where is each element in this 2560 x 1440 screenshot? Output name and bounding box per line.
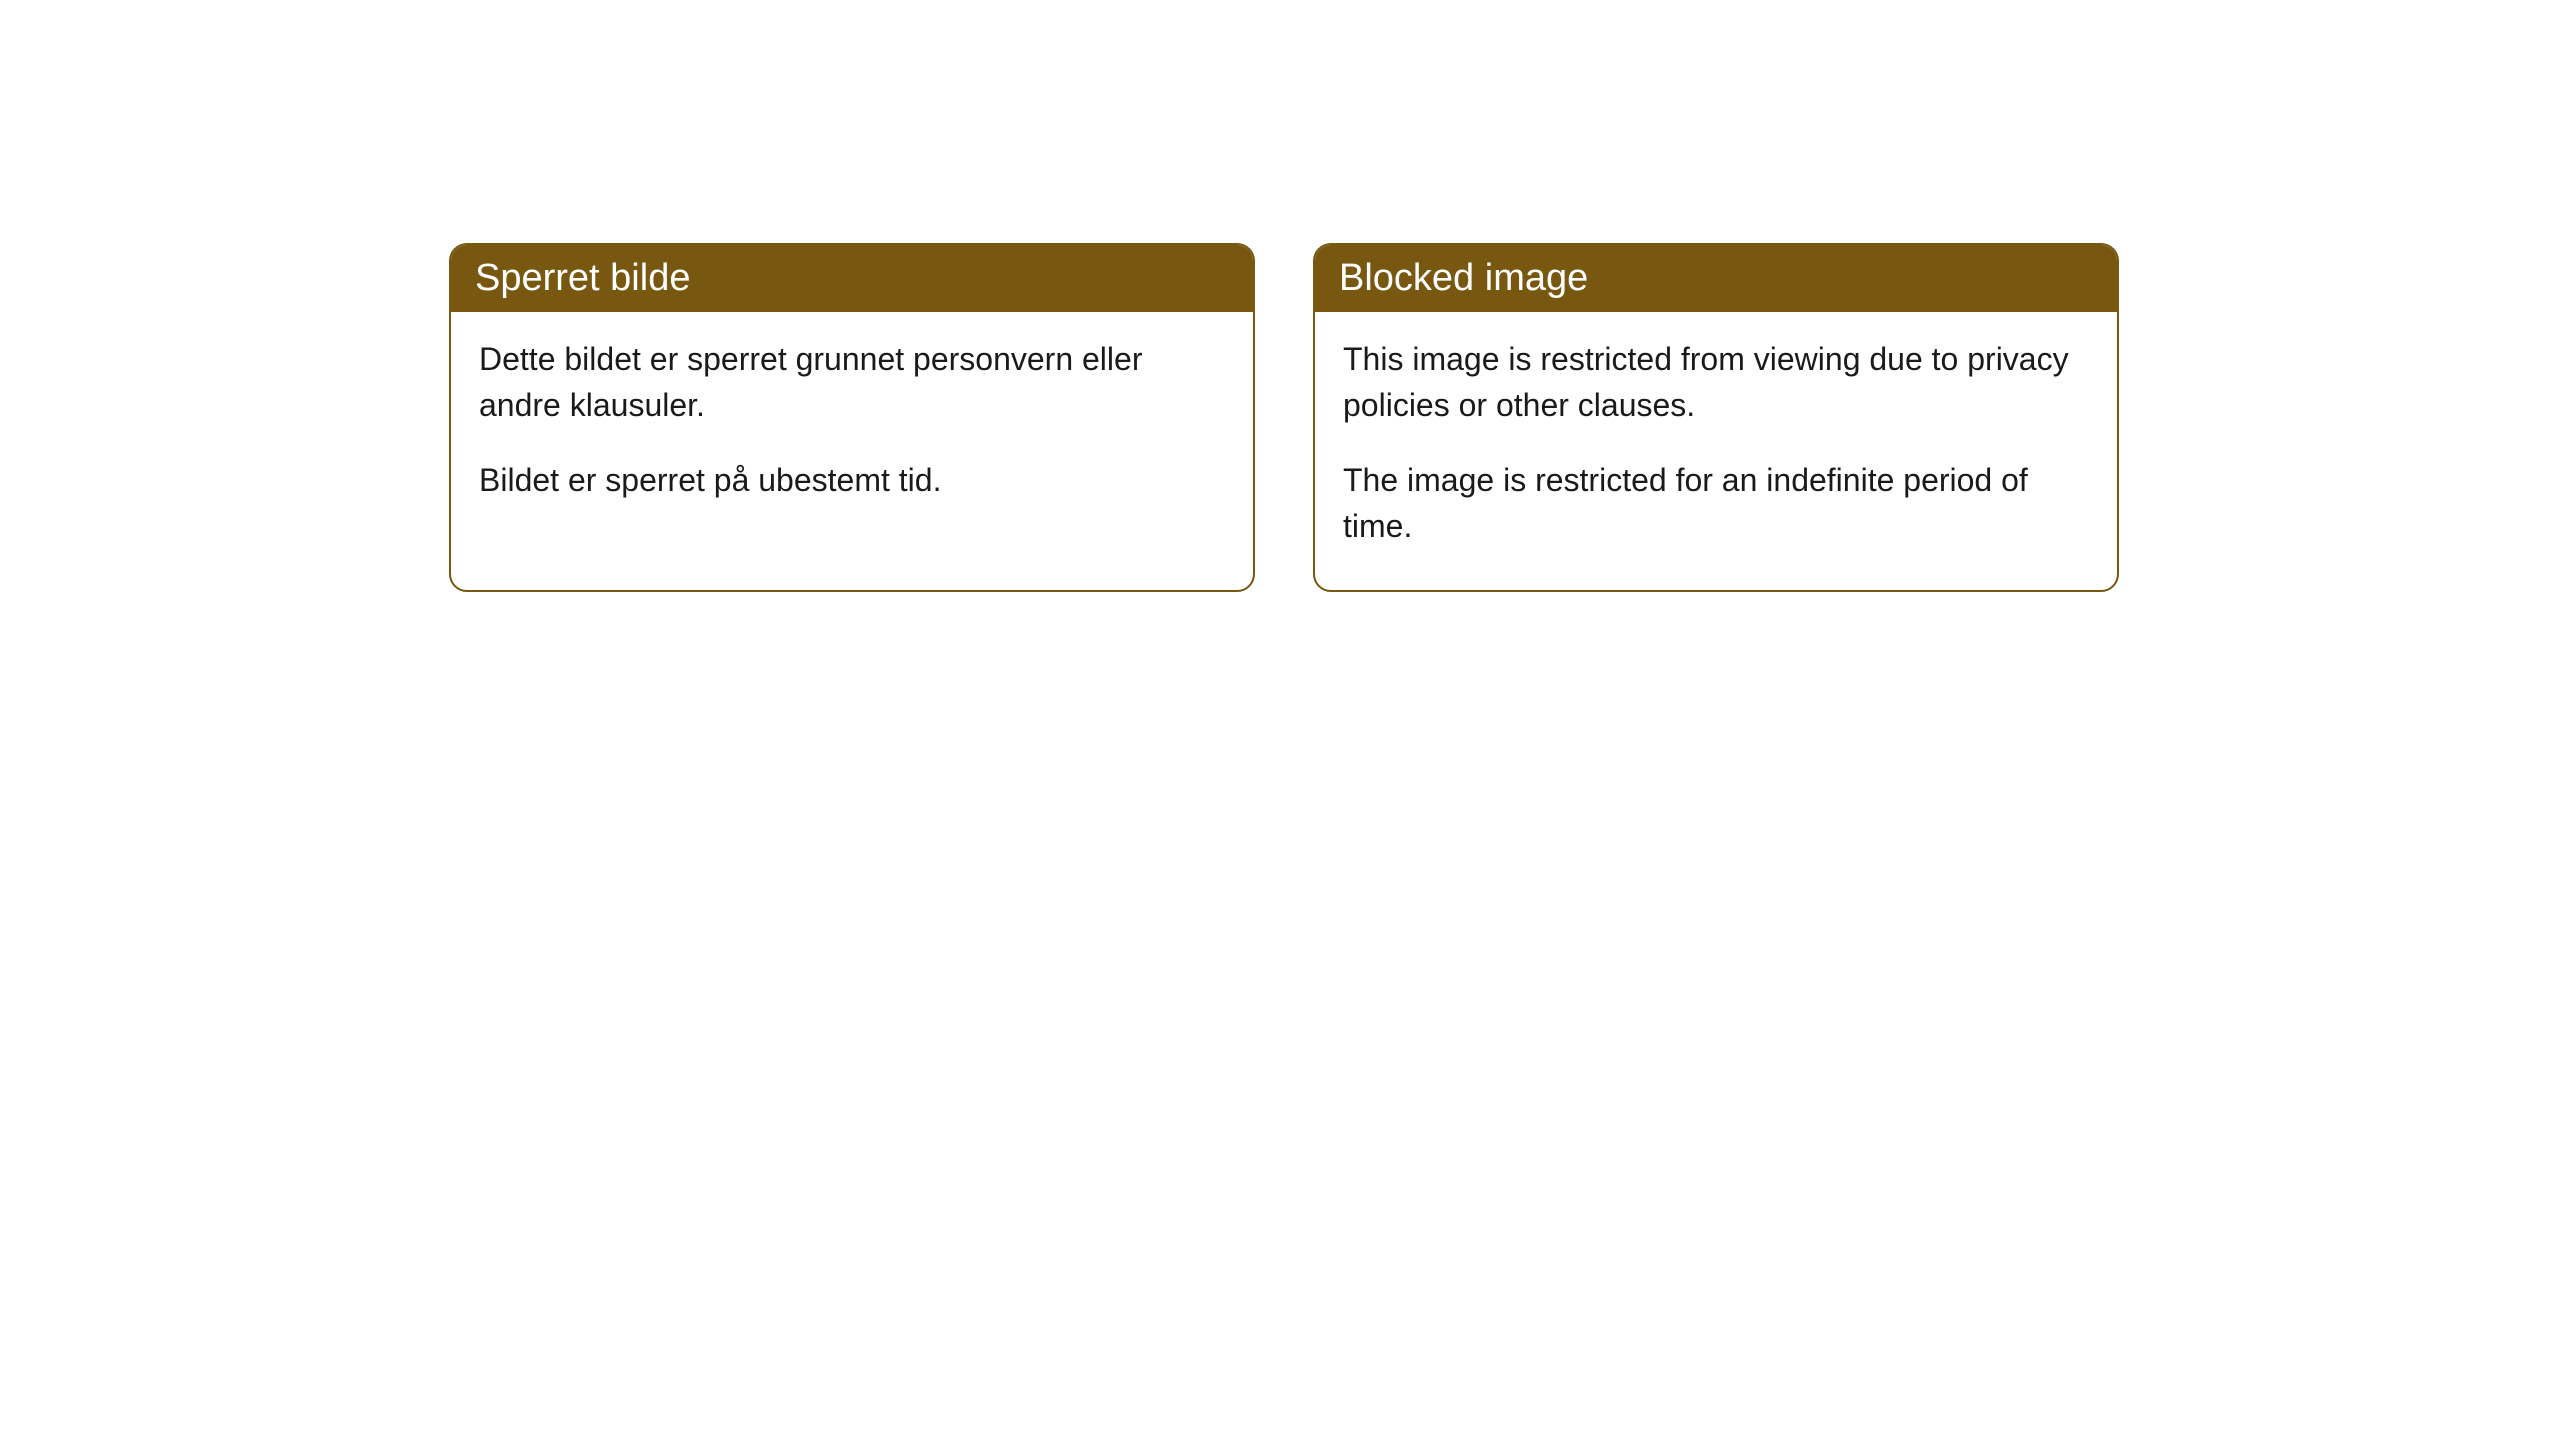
restricted-card-english: Blocked image This image is restricted f…	[1313, 243, 2119, 592]
card-title: Sperret bilde	[475, 257, 690, 299]
card-paragraph: The image is restricted for an indefinit…	[1343, 457, 2089, 550]
card-body: Dette bildet er sperret grunnet personve…	[451, 312, 1253, 543]
restricted-card-norwegian: Sperret bilde Dette bildet er sperret gr…	[449, 243, 1255, 592]
card-title: Blocked image	[1339, 257, 1588, 299]
card-paragraph: Dette bildet er sperret grunnet personve…	[479, 336, 1225, 429]
card-header: Blocked image	[1315, 245, 2117, 312]
card-container: Sperret bilde Dette bildet er sperret gr…	[0, 0, 2560, 592]
card-paragraph: Bildet er sperret på ubestemt tid.	[479, 457, 1225, 503]
card-body: This image is restricted from viewing du…	[1315, 312, 2117, 590]
card-paragraph: This image is restricted from viewing du…	[1343, 336, 2089, 429]
card-header: Sperret bilde	[451, 245, 1253, 312]
